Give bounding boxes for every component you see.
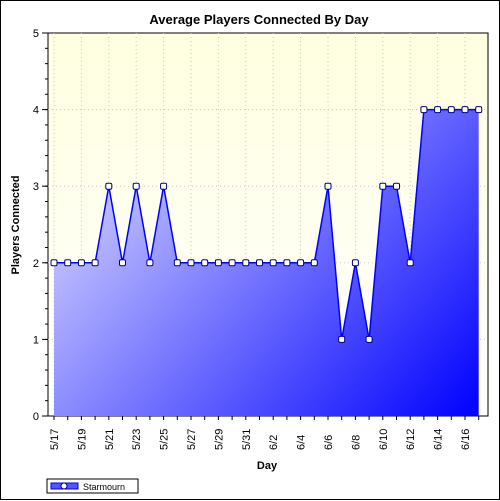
x-axis-title: Day	[257, 460, 278, 472]
data-point	[256, 259, 263, 267]
data-point	[393, 182, 400, 190]
x-tick-label: 5/17	[49, 429, 61, 450]
data-point	[160, 182, 168, 190]
legend-label: Starmourn	[83, 482, 125, 492]
data-point	[447, 106, 455, 114]
data-point	[146, 259, 154, 267]
data-point	[269, 259, 277, 267]
x-tick-label: 5/25	[159, 429, 171, 450]
chart-title: Average Players Connected By Day	[149, 12, 369, 27]
x-tick-label: 6/12	[405, 429, 417, 450]
data-point	[379, 182, 387, 190]
data-point	[324, 182, 332, 190]
x-tick-label: 5/19	[76, 429, 88, 450]
data-point	[132, 182, 140, 190]
x-tick-label: 5/31	[241, 429, 253, 450]
data-point	[420, 106, 428, 114]
x-tick-label: 5/21	[104, 429, 116, 450]
x-tick-label: 6/16	[460, 429, 472, 450]
data-point	[91, 259, 99, 267]
data-point	[297, 259, 305, 267]
y-axis-title: Players Connected	[10, 175, 22, 274]
data-point	[173, 259, 181, 267]
line-layer	[54, 108, 479, 340]
data-point	[283, 259, 291, 267]
data-point	[242, 259, 250, 267]
x-tick-label: 6/6	[323, 435, 335, 450]
x-tick-label: 6/2	[268, 435, 280, 450]
x-tick-label: 6/8	[350, 435, 362, 450]
data-point	[406, 259, 414, 267]
x-tick-label: 5/23	[131, 429, 143, 450]
data-point	[351, 259, 359, 267]
y-tick-label: 1	[33, 334, 39, 346]
data-point	[461, 106, 469, 114]
data-point	[434, 106, 442, 114]
data-point	[105, 182, 113, 190]
data-point	[228, 259, 236, 267]
marker-layer	[50, 106, 483, 343]
data-point	[365, 335, 373, 343]
x-tick-label: 6/14	[433, 429, 445, 450]
y-tick-label: 3	[33, 181, 39, 193]
data-point	[77, 259, 85, 267]
series-line	[54, 108, 479, 340]
data-point	[201, 259, 209, 267]
data-point	[50, 259, 58, 267]
x-tick-label: 6/10	[378, 429, 390, 450]
x-tick-label: 5/27	[186, 429, 198, 450]
y-tick-label: 2	[33, 258, 39, 270]
axis-layer: 0 1 2 3 4 5 5/17 5/19 5/21 5/23 5/25 5/27 5/29 5/31 6/…	[33, 28, 480, 450]
data-point	[214, 259, 222, 267]
y-tick-label: 4	[33, 105, 39, 117]
data-point	[310, 259, 318, 267]
legend: Starmourn	[46, 478, 139, 494]
y-tick-label: 5	[33, 28, 39, 40]
y-tick-label: 0	[33, 411, 39, 423]
x-tick-label: 5/29	[213, 429, 225, 450]
data-point	[119, 259, 126, 267]
data-point	[187, 259, 195, 267]
data-point	[475, 106, 483, 114]
data-point	[64, 259, 72, 267]
legend-marker	[60, 482, 68, 490]
data-point	[338, 335, 346, 343]
x-tick-label: 6/4	[296, 435, 308, 450]
